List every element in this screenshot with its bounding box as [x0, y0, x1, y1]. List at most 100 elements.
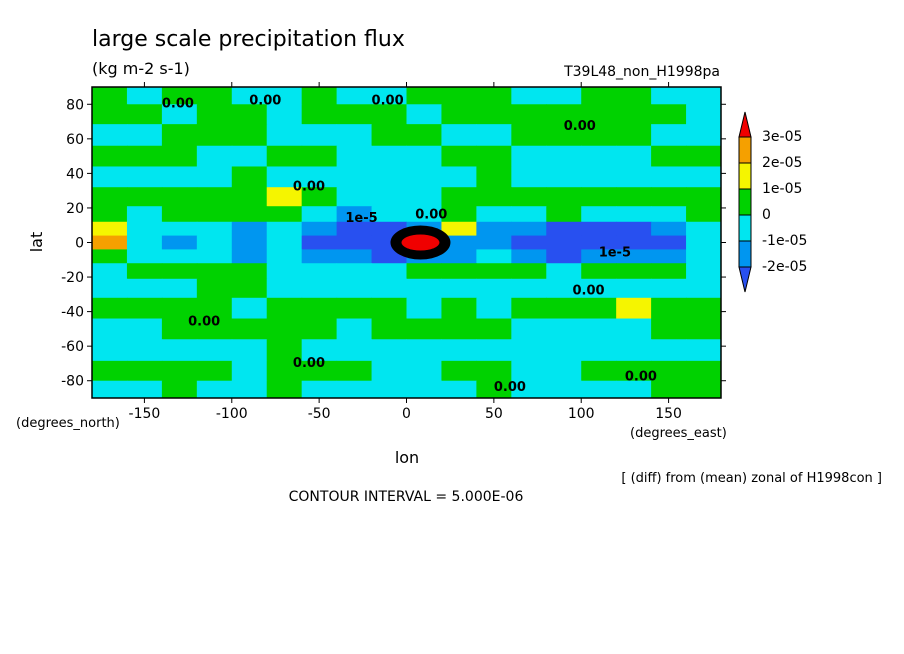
heatmap-cell — [546, 278, 582, 299]
heatmap-cell — [406, 360, 442, 382]
heatmap-cell — [686, 249, 722, 264]
heatmap-cell — [196, 87, 233, 105]
heatmap-cell — [336, 235, 373, 250]
heatmap-cell — [371, 278, 407, 299]
heatmap-cell — [546, 124, 582, 147]
colorbar-label: -2e-05 — [762, 259, 807, 275]
heatmap-cell — [581, 249, 617, 264]
heatmap-cell — [616, 104, 652, 125]
heatmap-cell — [92, 124, 128, 147]
heatmap-cell — [406, 104, 442, 125]
heatmap-cell — [546, 206, 582, 223]
heatmap-cell — [196, 249, 233, 264]
plot-area: 0.00 0.00 0.00 0.00 0.00 0.00 1e-5 1e-5 0.00 0.00… — [92, 87, 722, 399]
heatmap-cell — [301, 221, 338, 237]
heatmap-cell — [441, 380, 477, 399]
heatmap-cell — [511, 124, 547, 147]
heatmap-cell — [686, 87, 722, 105]
heatmap-cell — [441, 318, 477, 340]
heatmap-cell — [92, 318, 128, 340]
heatmap-cell — [476, 166, 512, 188]
heatmap-cell — [616, 278, 652, 299]
x-axis-ticks: -150 -100 -50 0 50 100 150 — [129, 82, 682, 422]
heatmap-cell — [546, 380, 582, 399]
heatmap-cell — [651, 297, 687, 320]
heatmap-cell — [581, 87, 617, 105]
heatmap-cell — [336, 380, 373, 399]
heatmap-cell — [231, 124, 268, 147]
heatmap-cell — [476, 235, 512, 250]
heatmap-cell — [686, 297, 722, 320]
contour-label: 0.00 — [564, 119, 596, 134]
heatmap-cell — [266, 297, 303, 320]
heatmap-cell — [266, 221, 303, 237]
heatmap-cell — [301, 339, 338, 362]
heatmap-cell — [546, 145, 582, 167]
heatmap-cell — [406, 187, 442, 207]
heatmap-cell — [476, 206, 512, 223]
y-axis-label: lat — [27, 232, 46, 253]
heatmap-cell — [266, 145, 303, 167]
heatmap-cell — [336, 278, 373, 299]
heatmap-cell — [441, 87, 477, 105]
contour-label: 0.00 — [188, 314, 220, 329]
heatmap-cell — [581, 263, 617, 280]
heatmap-cell — [581, 124, 617, 147]
heatmap-cell — [616, 187, 652, 207]
heatmap-cell — [92, 104, 128, 125]
y-tick-label: 60 — [66, 132, 84, 148]
heatmap-cell — [476, 249, 512, 264]
heatmap-cell — [686, 187, 722, 207]
heatmap-cell — [546, 235, 582, 250]
heatmap-cell — [441, 360, 477, 382]
heatmap-cell — [546, 249, 582, 264]
heatmap-cell — [476, 278, 512, 299]
heatmap-cell — [581, 145, 617, 167]
heatmap-cell — [616, 221, 652, 237]
colorbar-bottom-arrow — [738, 266, 752, 293]
heatmap-cell — [336, 187, 373, 207]
heatmap-cell — [441, 339, 477, 362]
heatmap-cell — [686, 380, 722, 399]
heatmap-cell — [686, 221, 722, 237]
heatmap-cell — [616, 166, 652, 188]
contour-label: 0.00 — [625, 370, 657, 385]
heatmap-cell — [511, 360, 547, 382]
heatmap-cell — [581, 187, 617, 207]
colorbar-segment — [738, 240, 752, 268]
colorbar-label: 3e-05 — [762, 129, 802, 145]
heatmap-cell — [686, 166, 722, 188]
heatmap-cell — [581, 318, 617, 340]
colorbar-label: 2e-05 — [762, 155, 802, 171]
heatmap-cell — [196, 339, 233, 362]
heatmap-cell — [161, 339, 198, 362]
y-tick-label: 80 — [66, 97, 84, 113]
heatmap-cell — [336, 145, 373, 167]
heatmap-cell — [686, 339, 722, 362]
heatmap-cell — [336, 104, 373, 125]
contour-label: 0.00 — [162, 97, 194, 112]
x-tick-label: 0 — [402, 406, 411, 422]
heatmap-cell — [126, 360, 163, 382]
colorbar-segment — [738, 214, 752, 242]
heatmap-cell — [686, 278, 722, 299]
heatmap-cell — [231, 249, 268, 264]
x-units-label: (degrees_east) — [630, 426, 727, 441]
heatmap-cell — [476, 263, 512, 280]
heatmap-cell — [161, 380, 198, 399]
heatmap-cell — [231, 206, 268, 223]
heatmap-cell — [231, 235, 268, 250]
heatmap-cell — [651, 235, 687, 250]
heatmap-cell — [476, 87, 512, 105]
x-tick-label: 100 — [568, 406, 595, 422]
heatmap-cell — [476, 145, 512, 167]
heatmap-cell — [336, 263, 373, 280]
heatmap-cell — [92, 235, 128, 250]
heatmap-cell — [266, 206, 303, 223]
heatmap-cell — [371, 318, 407, 340]
heatmap-cell — [441, 221, 477, 237]
heatmap-cell — [266, 380, 303, 399]
heatmap-cell — [161, 297, 198, 320]
x-tick-label: 50 — [485, 406, 503, 422]
